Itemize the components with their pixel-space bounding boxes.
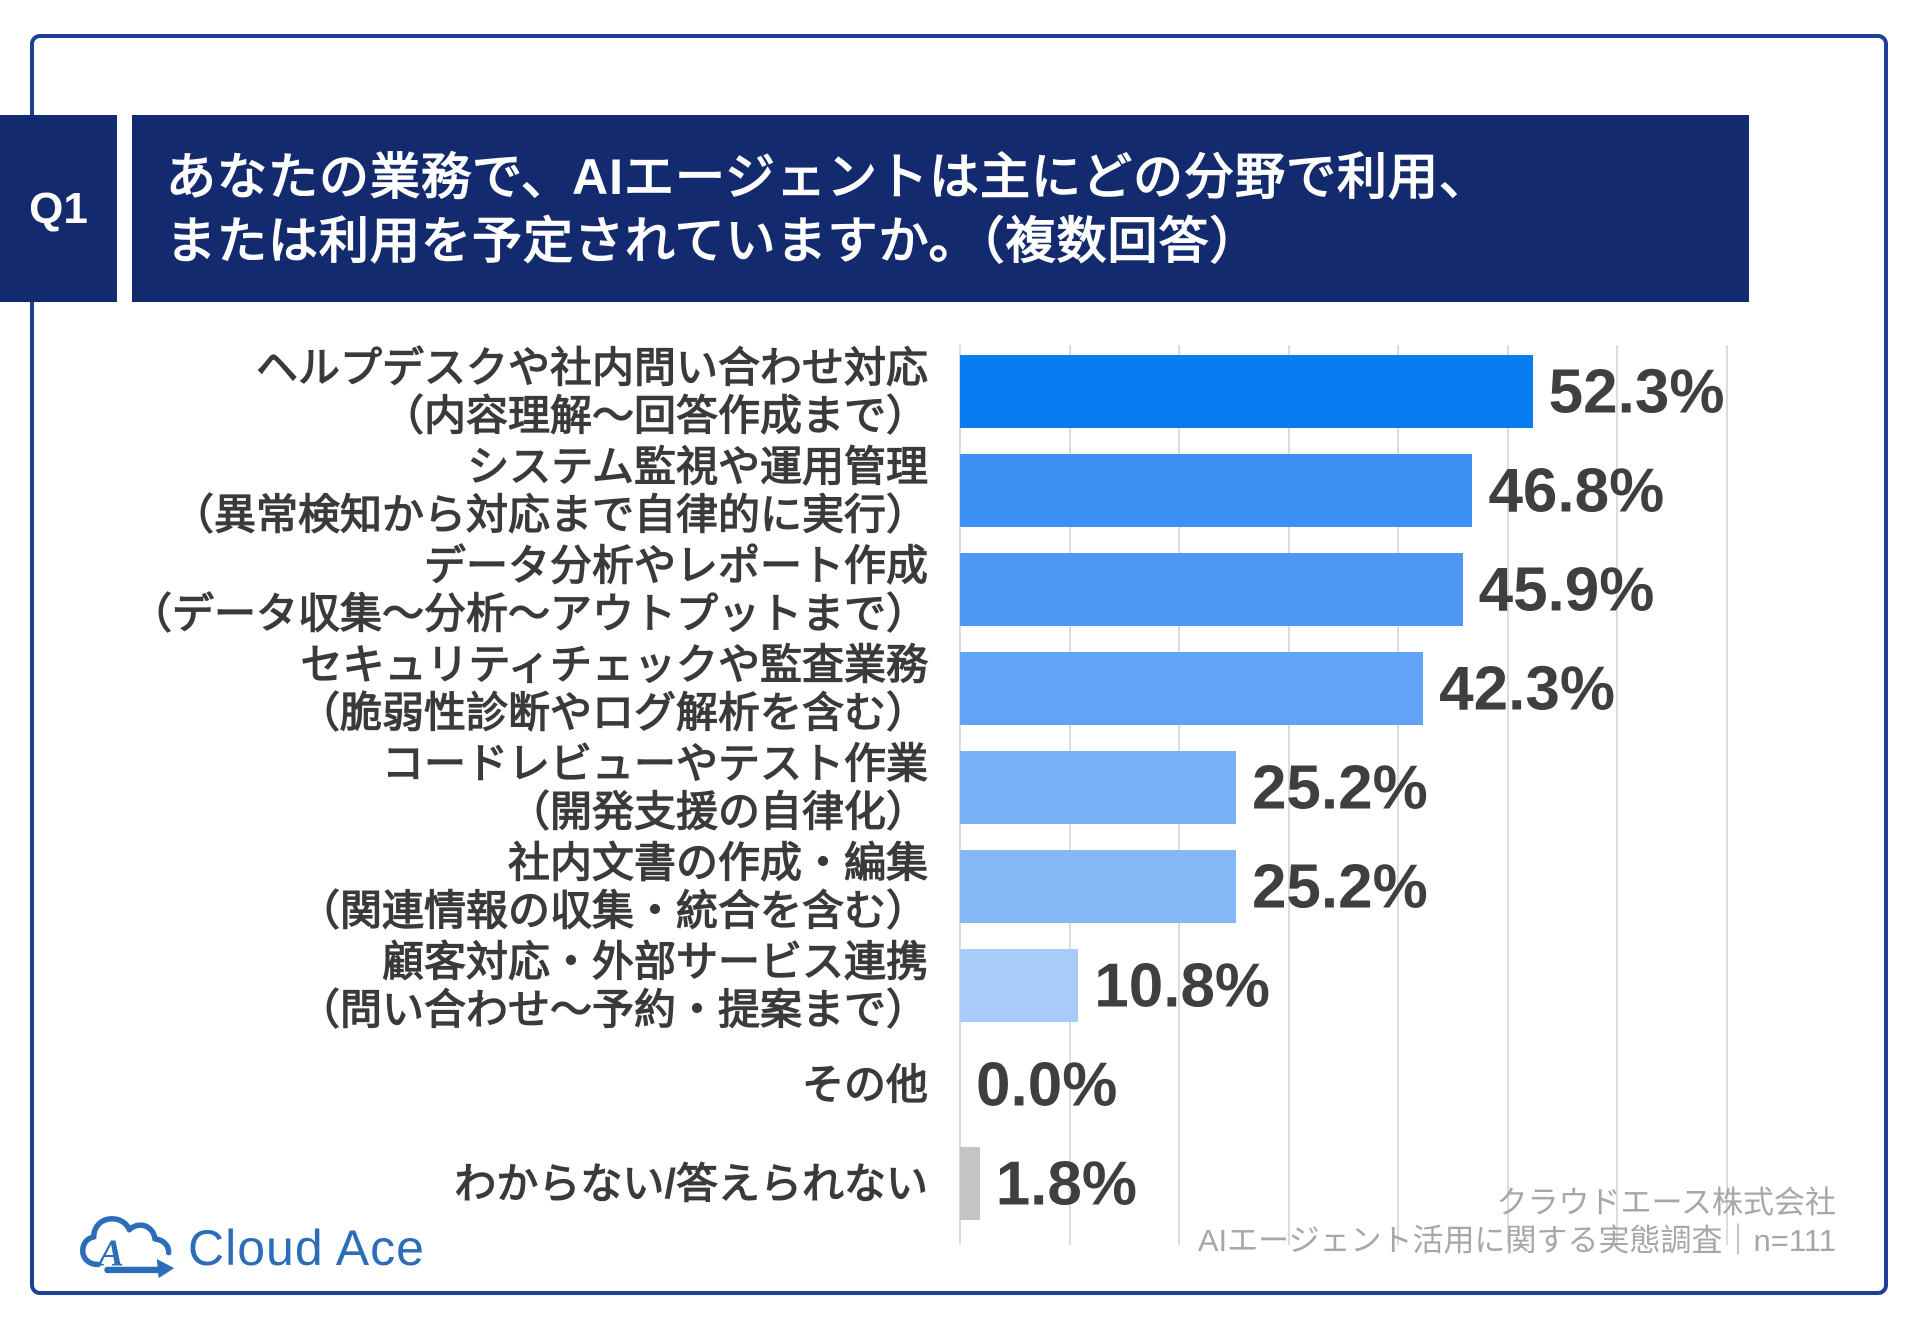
chart-row: わからない/答えられない 1.8% [0, 1147, 1920, 1220]
value-label: 0.0% [976, 1050, 1118, 1119]
chart-row: データ分析やレポート作成 （データ収集～分析～アウトプットまで） 45.9% [0, 542, 1920, 637]
bar [960, 949, 1079, 1022]
question-title-box: あなたの業務で、AIエージェントは主にどの分野で利用、 または利用を予定されてい… [132, 115, 1749, 302]
bar [960, 454, 1473, 527]
value-label: 25.2% [1251, 753, 1428, 822]
gridline-30pct [1287, 345, 1290, 1245]
value-label: 42.3% [1439, 654, 1615, 723]
category-label: ヘルプデスクや社内問い合わせ対応 （内容理解～回答作成まで） [0, 344, 928, 440]
category-label: 社内文書の作成・編集 （関連情報の収集・統合を含む） [0, 839, 928, 935]
category-label: システム監視や運用管理 （異常検知から対応まで自律的に実行） [0, 443, 928, 539]
bar [960, 355, 1533, 428]
bar [960, 652, 1424, 725]
cloud-ace-logo-text: Cloud Ace [188, 1220, 425, 1276]
category-label-line1: コードレビューやテスト作業 [381, 739, 928, 787]
gridline-50pct [1506, 345, 1509, 1245]
source-survey: AIエージェント活用に関する実態調査｜n=111 [1197, 1223, 1836, 1258]
value-label: 10.8% [1094, 951, 1271, 1020]
chart-row: 社内文書の作成・編集 （関連情報の収集・統合を含む） 25.2% [0, 839, 1920, 934]
value-label: 25.2% [1251, 852, 1428, 921]
category-label-line1: システム監視や運用管理 [467, 442, 928, 490]
chart-row: コードレビューやテスト作業 （開発支援の自律化） 25.2% [0, 740, 1920, 835]
bar [960, 1147, 980, 1220]
category-label-line2: （開発支援の自律化） [507, 787, 928, 835]
question-number: Q1 [29, 183, 88, 233]
category-label: コードレビューやテスト作業 （開発支援の自律化） [0, 740, 928, 836]
gridline-60pct [1616, 345, 1618, 1245]
category-label-line1: セキュリティチェックや監査業務 [300, 640, 928, 688]
cloud-ace-cloud-icon: A [80, 1215, 175, 1279]
cloud-ace-logo: A Cloud Ace [80, 1215, 425, 1279]
bar [960, 751, 1236, 824]
value-label: 45.9% [1478, 555, 1655, 624]
value-label: 52.3% [1548, 357, 1725, 426]
category-label-line2: （関連情報の収集・統合を含む） [297, 886, 928, 934]
category-label-line2: （異常検知から対応まで自律的に実行） [171, 490, 928, 538]
gridline-70pct [1725, 345, 1728, 1245]
category-label: セキュリティチェックや監査業務 （脆弱性診断やログ解析を含む） [0, 641, 928, 737]
bar [960, 553, 1463, 626]
category-label: その他 [0, 1061, 928, 1109]
category-label-line1: 社内文書の作成・編集 [507, 838, 928, 886]
question-title-line2: または利用を予定されていますか。（複数回答） [166, 212, 1261, 269]
category-label-line2: （内容理解～回答作成まで） [381, 391, 928, 439]
category-label: 顧客対応・外部サービス連携 （問い合わせ～予約・提案まで） [0, 938, 928, 1034]
bar [960, 850, 1236, 923]
value-label: 1.8% [995, 1149, 1138, 1218]
question-title-line1: あなたの業務で、AIエージェントは主にどの分野で利用、 [166, 148, 1490, 205]
value-label: 46.8% [1488, 456, 1665, 525]
category-label-line1: 顧客対応・外部サービス連携 [381, 937, 928, 985]
category-label-line1: その他 [801, 1060, 928, 1108]
chart-row: セキュリティチェックや監査業務 （脆弱性診断やログ解析を含む） 42.3% [0, 641, 1920, 736]
source-note: クラウドエース株式会社 AIエージェント活用に関する実態調査｜n=111 [1198, 1184, 1836, 1260]
gridline-40pct [1397, 345, 1399, 1245]
category-label-line1: わからない/答えられない [454, 1159, 928, 1207]
category-label-line2: （脆弱性診断やログ解析を含む） [297, 688, 928, 736]
category-label: わからない/答えられない [0, 1160, 928, 1208]
category-label-line1: ヘルプデスクや社内問い合わせ対応 [255, 343, 928, 391]
chart-row: その他 0.0% [0, 1048, 1920, 1121]
chart-row: 顧客対応・外部サービス連携 （問い合わせ～予約・提案まで） 10.8% [0, 938, 1920, 1033]
category-label-line1: データ分析やレポート作成 [423, 541, 928, 589]
source-company: クラウドエース株式会社 [1496, 1185, 1836, 1220]
chart-row: システム監視や運用管理 （異常検知から対応まで自律的に実行） 46.8% [0, 443, 1920, 538]
chart-row: ヘルプデスクや社内問い合わせ対応 （内容理解～回答作成まで） 52.3% [0, 344, 1920, 439]
category-label: データ分析やレポート作成 （データ収集～分析～アウトプットまで） [0, 542, 928, 638]
question-number-badge: Q1 [0, 115, 117, 302]
category-label-line2: （データ収集～分析～アウトプットまで） [129, 589, 928, 637]
category-label-line2: （問い合わせ～予約・提案まで） [297, 985, 928, 1033]
